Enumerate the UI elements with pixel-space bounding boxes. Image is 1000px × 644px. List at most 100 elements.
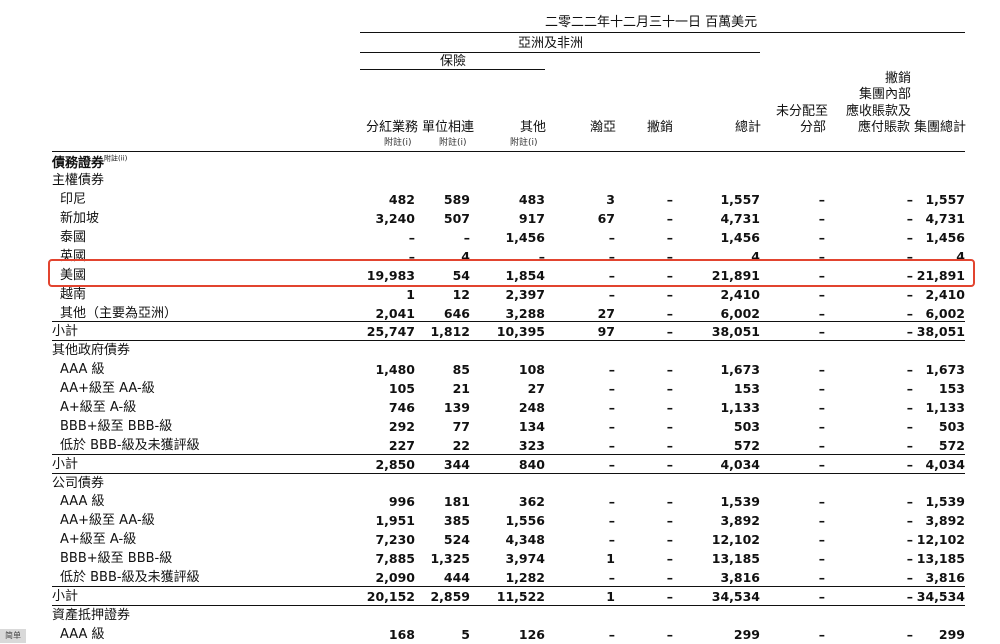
cell-value: 1,282 (505, 570, 545, 585)
cell-value: – (818, 381, 825, 396)
cell-value: 1,133 (925, 400, 965, 415)
cell-value: – (906, 400, 913, 415)
cell-value: 38,051 (916, 324, 965, 339)
cell-value: 4 (956, 249, 965, 264)
cell-value: 27 (527, 381, 545, 396)
cell-value: 5 (461, 627, 470, 642)
cell-value: 38,051 (711, 324, 760, 339)
row-label: AAA 級 (60, 627, 105, 642)
cell-value: 4,034 (925, 457, 965, 472)
corner-tag: 简单 (0, 629, 26, 643)
cell-value: 1 (606, 551, 615, 566)
row-label: 美國 (60, 268, 87, 283)
cell-value: – (818, 230, 825, 245)
table-row: 新加坡 3,240 507 917 67–4,731– –4,731 (0, 209, 1000, 228)
cell-value: – (666, 362, 673, 377)
cell-value: 1,539 (925, 494, 965, 509)
cell-value: 134 (518, 419, 545, 434)
col-note-participating: 附註(i) (384, 138, 412, 148)
cell-value: 12 (452, 287, 470, 302)
cell-value: 11,522 (496, 589, 545, 604)
col-header-intragroup-3: 應收賬款及 (846, 104, 912, 119)
cell-value: 3 (606, 192, 615, 207)
cell-value: 1 (406, 287, 415, 302)
cell-value: – (906, 494, 913, 509)
table-row: 英國 –4– – –4– –4 (0, 247, 1000, 266)
cell-value: 1,456 (925, 230, 965, 245)
cell-value: 3,816 (720, 570, 760, 585)
col-header-intragroup-2: 集團內部 (859, 87, 912, 102)
table-row: AA+級至 AA-級 105 21 27 – – 153 – – 153 (0, 379, 1000, 398)
cell-value: – (818, 324, 825, 339)
cell-value: – (906, 268, 913, 283)
cell-value: 2,859 (430, 589, 470, 604)
subtotal-rule-top (52, 586, 965, 587)
cell-value: 2,090 (375, 570, 415, 585)
row-label: 小計 (52, 324, 79, 339)
cell-value: 323 (518, 438, 545, 453)
cell-value: 840 (518, 457, 545, 472)
row-label: 泰國 (60, 230, 87, 245)
row-label: AA+級至 AA-級 (60, 381, 155, 396)
cell-value: 7,230 (375, 532, 415, 547)
cell-value: 746 (388, 400, 415, 415)
cell-value: – (608, 438, 615, 453)
row-label: 小計 (52, 457, 79, 472)
cell-value: 4,034 (720, 457, 760, 472)
cell-value: – (666, 532, 673, 547)
cell-value: – (906, 249, 913, 264)
header-rule-bottom (52, 151, 965, 152)
row-label: A+級至 A-級 (60, 400, 137, 415)
table-row: BBB+級至 BBB-級 7,885 1,325 3,974 1–13,185– –13,… (0, 549, 1000, 568)
cell-value: – (906, 627, 913, 642)
cell-value: – (818, 419, 825, 434)
cell-value: 1,556 (505, 513, 545, 528)
cell-value: 12,102 (916, 532, 965, 547)
period-unit-heading: 二零二二年十二月三十一日 百萬美元 (545, 15, 758, 30)
col-header-unallocated-2: 分部 (800, 120, 827, 135)
cell-value: – (666, 249, 673, 264)
cell-value: 385 (443, 513, 470, 528)
col-header-group-total: 集團總計 (914, 120, 967, 135)
cell-value: – (906, 551, 913, 566)
cell-value: 54 (452, 268, 470, 283)
cell-value: 248 (518, 400, 545, 415)
row-label: 低於 BBB-級及未獲評級 (60, 570, 200, 585)
col-header-intragroup-1: 撇銷 (885, 71, 912, 86)
cell-value: – (906, 324, 913, 339)
cell-value: 483 (518, 192, 545, 207)
table-row: AAA 級 168 5 126 – – 299 – – 299 (0, 625, 1000, 644)
row-label: 小計 (52, 589, 79, 604)
col-header-other: 其他 (520, 120, 547, 135)
cell-value: 21 (452, 381, 470, 396)
cell-value: 20,152 (366, 589, 415, 604)
cell-value: 126 (518, 627, 545, 642)
cell-value: 1,673 (720, 362, 760, 377)
subtotal-rule-top (52, 454, 965, 455)
cell-value: 3,974 (505, 551, 545, 566)
header-rule-region (360, 52, 760, 53)
row-label: AAA 級 (60, 362, 105, 377)
cell-value: 4 (461, 249, 470, 264)
cell-value: 3,892 (925, 513, 965, 528)
cell-value: 2,397 (505, 287, 545, 302)
cell-value: 4,348 (505, 532, 545, 547)
cell-value: – (818, 438, 825, 453)
cell-value: – (818, 287, 825, 302)
cell-value: 153 (938, 381, 965, 396)
cell-value: 34,534 (711, 589, 760, 604)
subtotal-rule-bottom (52, 473, 965, 474)
cell-value: – (666, 627, 673, 642)
cell-value: – (666, 381, 673, 396)
cell-value: 108 (518, 362, 545, 377)
cell-value: – (818, 589, 825, 604)
cell-value: – (666, 324, 673, 339)
row-label: BBB+級至 BBB-級 (60, 419, 173, 434)
cell-value: 85 (452, 362, 470, 377)
cell-value: – (906, 532, 913, 547)
cell-value: 1 (606, 589, 615, 604)
row-label: 其他（主要為亞洲） (60, 306, 178, 321)
cell-value: 6,002 (925, 306, 965, 321)
cell-value: – (818, 551, 825, 566)
cell-value: – (666, 551, 673, 566)
